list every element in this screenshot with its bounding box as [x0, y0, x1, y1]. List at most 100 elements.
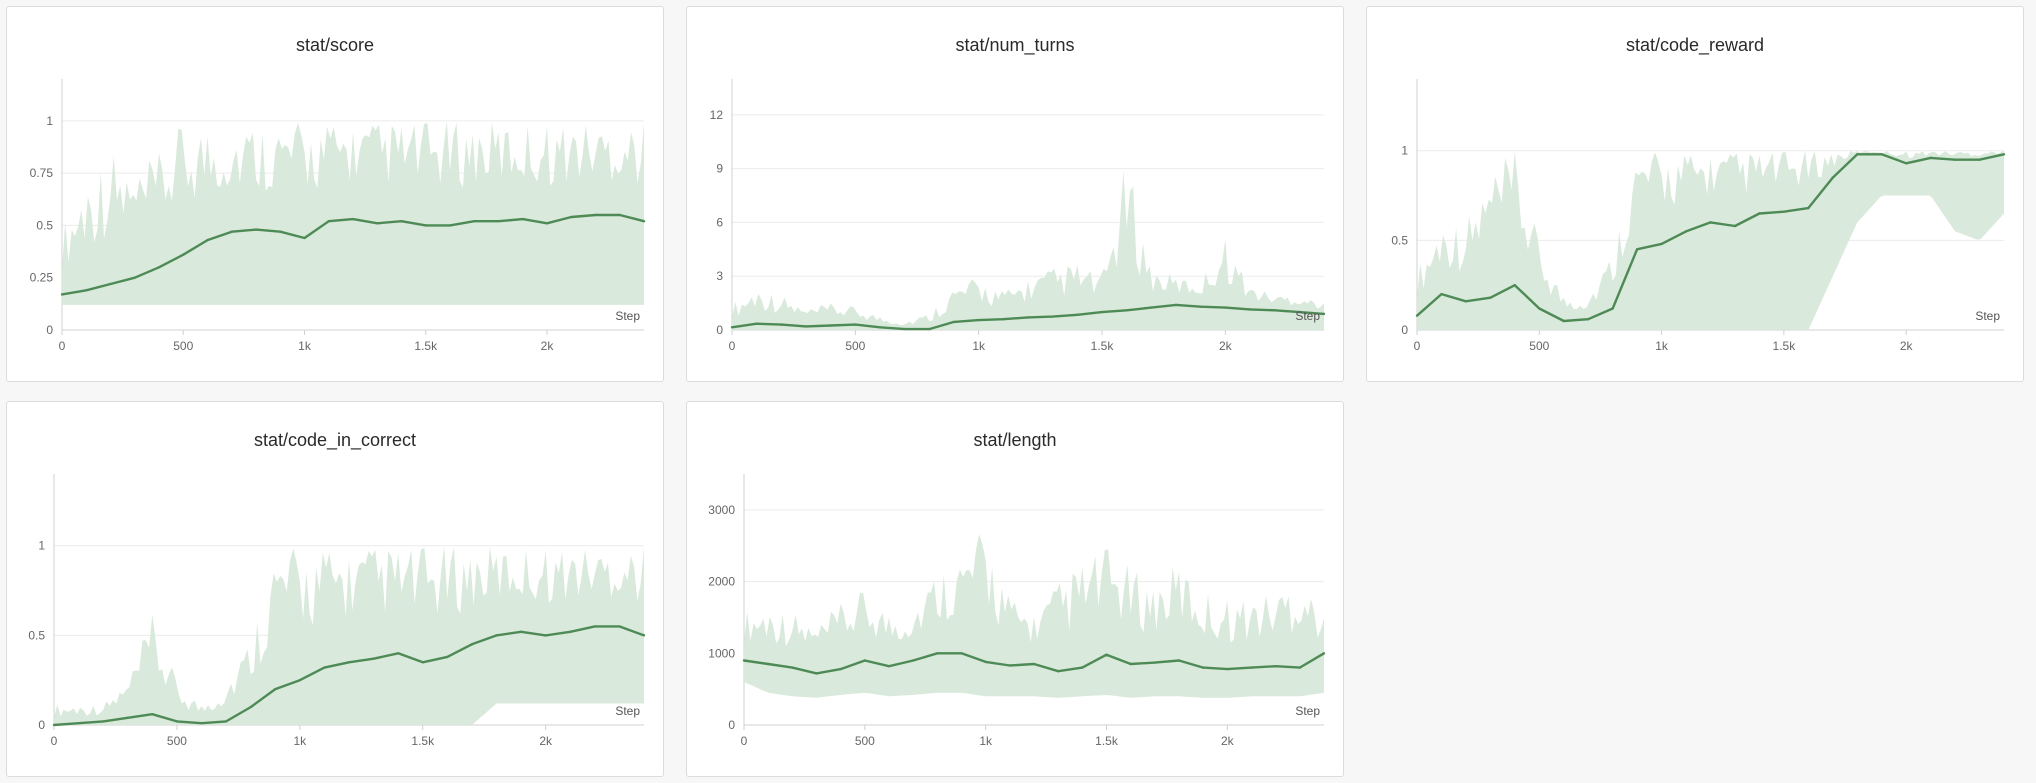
- data-point: [351, 217, 355, 221]
- data-point: [642, 220, 646, 223]
- data-point: [1684, 230, 1688, 233]
- data-point: [182, 253, 185, 256]
- data-point: [60, 293, 64, 296]
- data-point: [1056, 670, 1060, 673]
- chart-num-turns[interactable]: 0 3 6 9 12 0 500 1k 1.5k 2k Step: [687, 7, 1345, 383]
- data-point: [1226, 667, 1229, 671]
- chart-title: stat/score: [295, 35, 375, 55]
- data-point: [594, 213, 597, 217]
- x-tick-label: 2k: [541, 339, 555, 353]
- data-point: [984, 660, 987, 664]
- y-tick-label: 1: [1401, 144, 1408, 158]
- y-tick-label: 0.5: [36, 218, 53, 232]
- data-point: [1635, 248, 1639, 251]
- y-tick-label: 1: [38, 539, 45, 553]
- data-point: [274, 687, 277, 691]
- x-tick-label: 1.5k: [411, 734, 435, 748]
- data-point: [1587, 318, 1590, 321]
- data-point: [1273, 309, 1276, 312]
- data-point: [470, 643, 474, 646]
- x-tick-label: 1.5k: [414, 339, 438, 353]
- data-point: [1026, 316, 1030, 319]
- data-point: [421, 661, 424, 664]
- chart-title: stat/length: [973, 430, 1057, 450]
- x-tick-label: 1.5k: [1773, 339, 1797, 353]
- chart-panel-code-reward: stat/code_reward 0 0.5 1 0 500 1k 1.5k 2k Step: [1366, 6, 2024, 382]
- x-tick-label: 500: [173, 339, 193, 353]
- data-point: [570, 215, 573, 219]
- chart-score[interactable]: 0 0.25 0.5 0.75 1 0 500 1k 1.5k 2k Step: [7, 7, 665, 383]
- data-point: [279, 230, 282, 233]
- data-point: [376, 222, 379, 225]
- data-point: [77, 722, 80, 725]
- data-point: [815, 672, 818, 675]
- data-point: [372, 657, 375, 660]
- data-point: [1174, 303, 1178, 307]
- y-tick-label: 0: [46, 323, 53, 337]
- data-point: [400, 220, 403, 223]
- data-point: [446, 655, 449, 659]
- data-point: [1153, 661, 1157, 664]
- chart-panel-num-turns: stat/num_turns 0 3 6 9 12 0 500 1k 1.5k 2k Step: [686, 6, 1344, 382]
- x-tick-label: 500: [167, 734, 187, 748]
- data-point: [521, 217, 524, 221]
- x-tick-label: 0: [51, 734, 58, 748]
- data-point: [755, 322, 758, 325]
- x-tick-label: 1k: [293, 734, 307, 748]
- chart-code-reward[interactable]: 0 0.5 1 0 500 1k 1.5k 2k Step: [1367, 7, 2025, 383]
- data-point: [1415, 314, 1419, 317]
- data-point: [1322, 312, 1326, 316]
- data-point: [1978, 158, 1981, 161]
- data-point: [1298, 310, 1301, 314]
- y-tick-label: 1: [46, 114, 53, 128]
- data-point: [1248, 308, 1252, 311]
- data-point: [1051, 315, 1054, 318]
- x-tick-label: 2k: [1900, 339, 1914, 353]
- x-axis-label: Step: [1975, 309, 2000, 323]
- chart-title: stat/code_reward: [1625, 35, 1765, 55]
- data-point: [157, 266, 161, 269]
- data-point: [593, 625, 597, 628]
- data-point: [133, 276, 136, 279]
- data-point: [497, 220, 500, 223]
- x-axis-label: Step: [615, 704, 640, 718]
- x-tick-label: 500: [855, 734, 875, 748]
- data-point: [1201, 666, 1205, 669]
- y-tick-label: 0: [38, 718, 45, 732]
- x-tick-label: 0: [59, 339, 66, 353]
- data-point: [254, 228, 258, 231]
- x-tick-label: 2k: [539, 734, 553, 748]
- data-point: [1880, 153, 1883, 156]
- y-tick-label: 0: [716, 323, 723, 337]
- chart-length[interactable]: 0 1000 2000 3000 0 500 1k 1.5k 2k Step: [687, 402, 1345, 778]
- data-point: [298, 678, 302, 682]
- y-tick-label: 0: [728, 718, 735, 732]
- data-point: [1904, 162, 1908, 165]
- raw-values-band: [54, 546, 644, 725]
- raw-values-band: [62, 121, 644, 305]
- data-point: [863, 659, 867, 662]
- data-point: [1513, 283, 1517, 287]
- x-tick-label: 0: [1414, 339, 1421, 353]
- x-axis-label: Step: [615, 309, 640, 323]
- data-point: [903, 327, 906, 331]
- y-tick-label: 9: [716, 162, 723, 176]
- data-point: [1611, 307, 1614, 310]
- data-point: [1807, 206, 1810, 210]
- data-point: [206, 238, 209, 242]
- data-point: [1733, 224, 1737, 228]
- data-point: [2002, 153, 2006, 156]
- chart-code-in-correct[interactable]: 0 0.5 1 0 500 1k 1.5k 2k Step: [7, 402, 665, 778]
- x-tick-label: 0: [729, 339, 736, 353]
- x-axis-label: Step: [1295, 704, 1320, 718]
- data-point: [303, 236, 306, 240]
- data-point: [618, 213, 621, 217]
- data-point: [1274, 664, 1277, 668]
- data-point: [151, 713, 154, 716]
- data-point: [878, 326, 882, 329]
- data-point: [804, 325, 808, 328]
- raw-values-band: [744, 534, 1324, 698]
- data-point: [1758, 212, 1761, 215]
- data-point: [887, 664, 891, 668]
- y-tick-label: 1000: [708, 646, 735, 660]
